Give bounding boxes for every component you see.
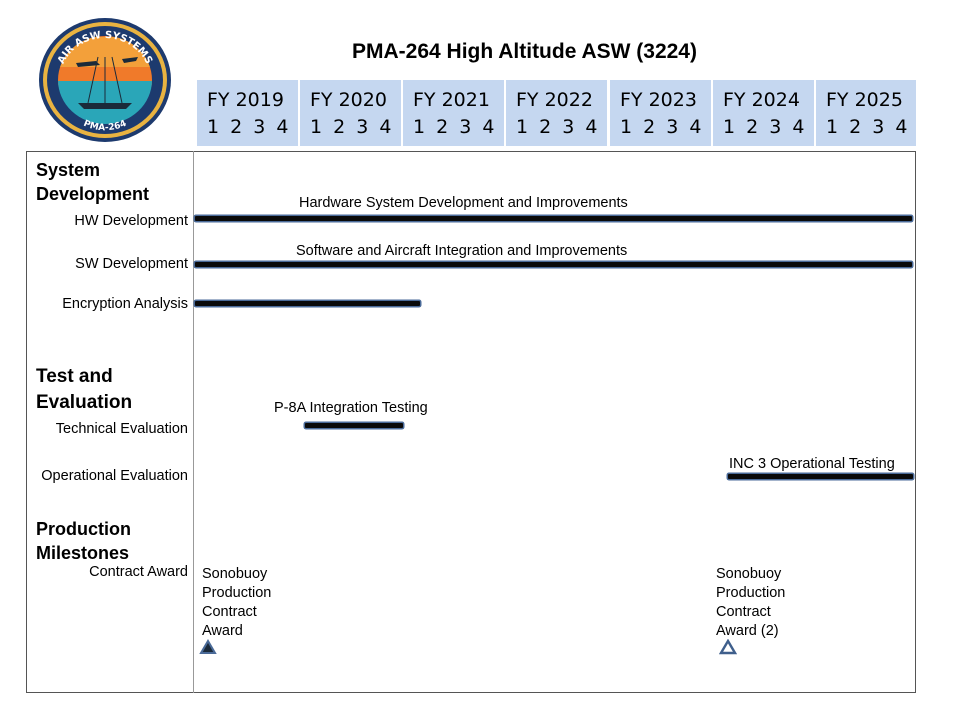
label-column-divider <box>193 151 194 693</box>
fy-label: FY 2021 <box>413 89 490 111</box>
fy-label: FY 2025 <box>826 89 903 111</box>
fy-2023-header: FY 2023 1 2 3 4 <box>610 80 711 146</box>
fy-2021-header: FY 2021 1 2 3 4 <box>403 80 504 146</box>
milestone-2-open-triangle-icon <box>719 639 737 655</box>
fy-quarters: 1 2 3 4 <box>413 116 495 138</box>
hw-activity-label: Hardware System Development and Improvem… <box>299 195 628 211</box>
fy-2022-header: FY 2022 1 2 3 4 <box>506 80 607 146</box>
logo-bottom-text: PMA-264 <box>82 119 128 134</box>
fy-quarters: 1 2 3 4 <box>620 116 702 138</box>
fy-quarters: 1 2 3 4 <box>826 116 908 138</box>
p8a-activity-label: P-8A Integration Testing <box>274 400 428 416</box>
fy-label: FY 2022 <box>516 89 593 111</box>
sw-activity-label: Software and Aircraft Integration and Im… <box>296 243 628 259</box>
encryption-analysis-bar <box>195 301 420 306</box>
fy-2020-header: FY 2020 1 2 3 4 <box>300 80 401 146</box>
p8a-integration-testing-bar <box>305 423 403 428</box>
fy-quarters: 1 2 3 4 <box>207 116 289 138</box>
row-label-contract-award: Contract Award <box>89 564 188 580</box>
fy-label: FY 2019 <box>207 89 284 111</box>
schedule-frame <box>26 151 916 693</box>
row-label-encryption-analysis: Encryption Analysis <box>62 296 188 312</box>
fy-label: FY 2024 <box>723 89 800 111</box>
page-title: PMA-264 High Altitude ASW (3224) <box>352 40 697 63</box>
sw-development-bar <box>195 262 912 267</box>
milestone-2-label: Sonobuoy Production Contract Award (2) <box>716 566 786 639</box>
row-label-operational-evaluation: Operational Evaluation <box>41 468 188 484</box>
fy-2019-header: FY 2019 1 2 3 4 <box>197 80 298 146</box>
fy-2025-header: FY 2025 1 2 3 4 <box>816 80 916 146</box>
fy-quarters: 1 2 3 4 <box>723 116 805 138</box>
section-system-development: System Development <box>36 160 150 204</box>
inc3-activity-label: INC 3 Operational Testing <box>729 456 895 472</box>
fy-label: FY 2023 <box>620 89 697 111</box>
row-label-sw-development: SW Development <box>75 256 188 272</box>
fy-quarters: 1 2 3 4 <box>516 116 598 138</box>
hw-development-bar <box>195 216 912 221</box>
section-production-milestones: Production Milestones <box>36 519 131 563</box>
section-test-evaluation: Test and Evaluation <box>36 366 133 413</box>
milestone-1-label: Sonobuoy Production Contract Award <box>202 566 272 639</box>
fy-quarters: 1 2 3 4 <box>310 116 392 138</box>
fy-label: FY 2020 <box>310 89 387 111</box>
milestone-1-filled-triangle-icon <box>199 639 217 654</box>
fy-2024-header: FY 2024 1 2 3 4 <box>713 80 814 146</box>
pma-264-logo: AIR ASW SYSTEMS PMA-264 <box>39 18 171 142</box>
row-label-technical-evaluation: Technical Evaluation <box>55 421 188 437</box>
row-label-hw-development: HW Development <box>74 213 188 229</box>
inc3-operational-testing-bar <box>728 474 913 479</box>
